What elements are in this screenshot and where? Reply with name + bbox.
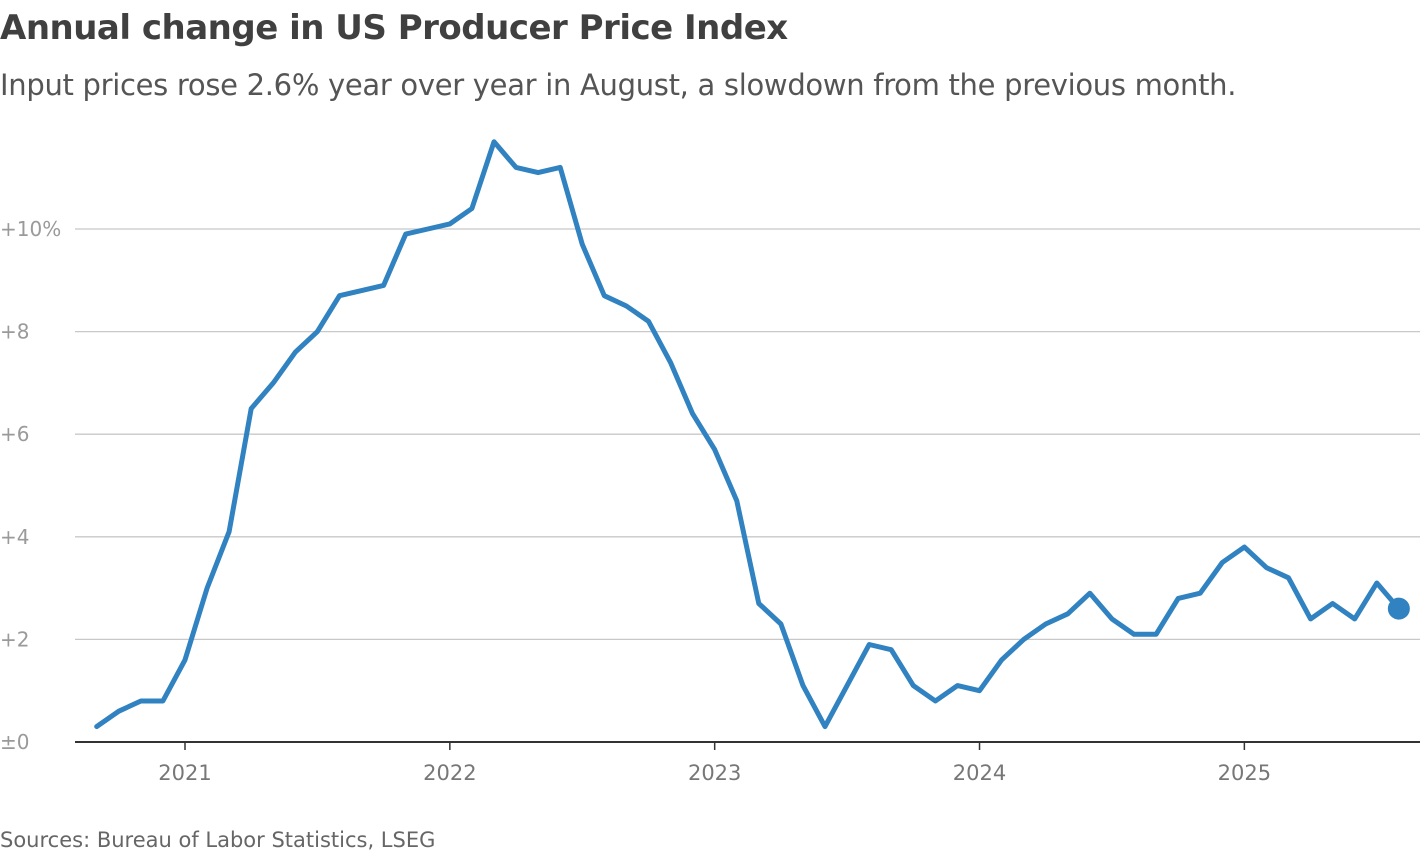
x-tick-label: 2025 <box>1218 761 1271 785</box>
ppi-series-line <box>94 139 1402 730</box>
x-tick-label: 2022 <box>423 761 476 785</box>
x-tick-label: 2021 <box>158 761 211 785</box>
y-tick-label: +10% <box>0 217 61 241</box>
source-note: Sources: Bureau of Labor Statistics, LSE… <box>0 828 436 852</box>
y-tick-label: +2 <box>0 627 29 651</box>
y-tick-label: +4 <box>0 525 29 549</box>
x-tick-label: 2024 <box>953 761 1006 785</box>
x-tick-label: 2023 <box>688 761 741 785</box>
y-tick-label: +6 <box>0 422 29 446</box>
latest-data-point <box>1387 597 1410 620</box>
chart-title: Annual change in US Producer Price Index <box>0 8 788 48</box>
y-tick-label: +8 <box>0 320 29 344</box>
y-tick-label: ±0 <box>0 730 29 754</box>
chart-subtitle: Input prices rose 2.6% year over year in… <box>0 68 1237 102</box>
